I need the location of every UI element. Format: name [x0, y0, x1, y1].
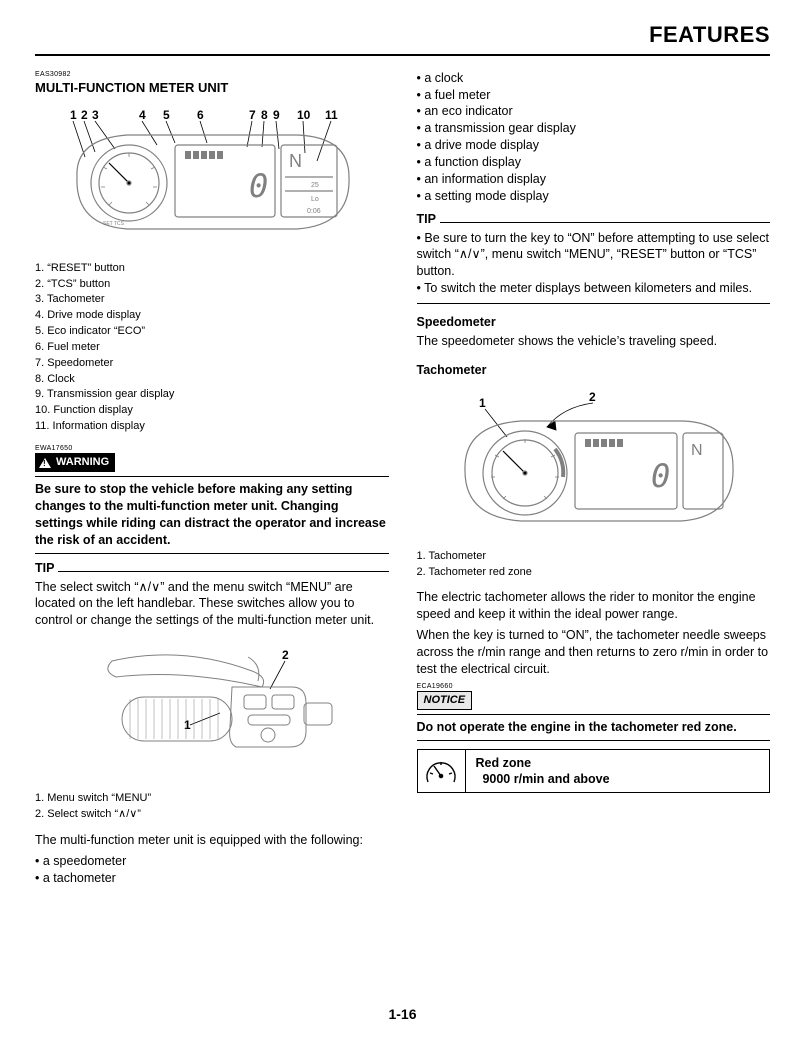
bullet-item: an eco indicator [417, 103, 771, 120]
tip-label: TIP [417, 211, 436, 228]
speedometer-heading: Speedometer [417, 314, 771, 331]
equipped-list: a speedometer a tachometer [35, 853, 389, 887]
bullet-item: a clock [417, 70, 771, 87]
rule [35, 476, 389, 477]
doc-code: ECA19660 [417, 682, 771, 691]
svg-text:11: 11 [325, 108, 338, 122]
legend-item: 3. Tachometer [35, 292, 389, 307]
bullet-item: an information display [417, 171, 771, 188]
tip-rule [58, 571, 388, 572]
doc-code: EWA17650 [35, 444, 389, 453]
svg-text:0: 0 [651, 457, 670, 495]
page-header: FEATURES [35, 20, 770, 50]
legend-item: 4. Drive mode display [35, 308, 389, 323]
meter-legend-list: 1. “RESET” button 2. “TCS” button 3. Tac… [35, 261, 389, 434]
rule [417, 714, 771, 715]
svg-text:25: 25 [311, 182, 319, 189]
svg-text:4: 4 [139, 108, 146, 122]
bullet-item: a setting mode display [417, 188, 771, 205]
svg-text:10: 10 [297, 108, 311, 122]
legend-item: 1. Menu switch “MENU” [35, 791, 389, 806]
legend-item: 5. Eco indicator “ECO” [35, 324, 389, 339]
two-column-layout: EAS30982 MULTI-FUNCTION METER UNIT 1 2 3… [35, 70, 770, 891]
tip-header: TIP [35, 560, 389, 577]
svg-text:SET TCS: SET TCS [103, 221, 125, 227]
legend-item: 6. Fuel meter [35, 340, 389, 355]
speedometer-body: The speedometer shows the vehicle’s trav… [417, 333, 771, 350]
right-column: a clock a fuel meter an eco indicator a … [417, 70, 771, 891]
svg-text:5: 5 [163, 108, 170, 122]
notice-body: Do not operate the engine in the tachome… [417, 719, 771, 736]
svg-text:6: 6 [197, 108, 204, 122]
svg-text:2: 2 [589, 390, 596, 404]
section-heading: MULTI-FUNCTION METER UNIT [35, 79, 389, 97]
bullet-item: To switch the meter displays between kil… [417, 280, 771, 297]
bullet-item: a drive mode display [417, 137, 771, 154]
tacho-body-2: When the key is turned to “ON”, the tach… [417, 627, 771, 678]
bullet-item: Be sure to turn the key to “ON” before a… [417, 230, 771, 281]
legend-item: 1. “RESET” button [35, 261, 389, 276]
tip-header: TIP [417, 211, 771, 228]
svg-text:N: N [289, 151, 302, 171]
tip-bullets: Be sure to turn the key to “ON” before a… [417, 230, 771, 298]
handlebar-figure: 1 2 [35, 633, 389, 785]
svg-text:3: 3 [92, 108, 99, 122]
tacho-body-1: The electric tachometer allows the rider… [417, 589, 771, 623]
svg-text:1: 1 [184, 718, 191, 732]
bullet-item: a speedometer [35, 853, 389, 870]
legend-item: 2. Tachometer red zone [417, 565, 771, 580]
notice-label: NOTICE [417, 691, 473, 710]
handlebar-legend: 1. Menu switch “MENU” 2. Select switch “… [35, 791, 389, 822]
svg-text:8: 8 [261, 108, 268, 122]
tip-rule [440, 222, 770, 223]
svg-text:Lo: Lo [311, 196, 319, 203]
legend-item: 7. Speedometer [35, 356, 389, 371]
svg-text:N: N [691, 442, 703, 459]
doc-code: EAS30982 [35, 70, 389, 79]
spec-text: Red zone 9000 r/min and above [466, 751, 620, 792]
meter-unit-figure: 1 2 3 4 5 6 7 8 9 10 11 [35, 103, 389, 255]
equipped-intro: The multi-function meter unit is equippe… [35, 832, 389, 849]
spec-value: 9000 r/min and above [482, 772, 609, 786]
bullet-item: a function display [417, 154, 771, 171]
svg-text:1: 1 [479, 396, 486, 410]
rule [35, 553, 389, 554]
tachometer-icon [418, 750, 466, 792]
tachometer-figure: 1 2 [417, 381, 771, 543]
red-zone-spec-box: Red zone 9000 r/min and above [417, 749, 771, 793]
svg-text:2: 2 [282, 648, 289, 662]
tip-label: TIP [35, 560, 54, 577]
rule [417, 740, 771, 741]
tacho-legend: 1. Tachometer 2. Tachometer red zone [417, 549, 771, 580]
bullet-item: a tachometer [35, 870, 389, 887]
legend-item: 9. Transmission gear display [35, 387, 389, 402]
legend-item: 10. Function display [35, 403, 389, 418]
legend-item: 1. Tachometer [417, 549, 771, 564]
svg-text:0:06: 0:06 [307, 208, 321, 215]
bullet-item: a transmission gear display [417, 120, 771, 137]
legend-item: 11. Information display [35, 419, 389, 434]
equipped-list-continued: a clock a fuel meter an eco indicator a … [417, 70, 771, 205]
left-column: EAS30982 MULTI-FUNCTION METER UNIT 1 2 3… [35, 70, 389, 891]
rule [417, 303, 771, 304]
legend-item: 2. “TCS” button [35, 277, 389, 292]
legend-item: 8. Clock [35, 372, 389, 387]
svg-text:7: 7 [249, 108, 256, 122]
svg-text:0: 0 [249, 167, 268, 205]
warning-triangle-icon [39, 458, 51, 468]
warning-text: WARNING [56, 455, 109, 470]
legend-item: 2. Select switch “∧/∨” [35, 807, 389, 822]
callout-1: 1 [70, 108, 77, 122]
warning-body: Be sure to stop the vehicle before makin… [35, 481, 389, 549]
header-rule [35, 54, 770, 56]
page-number: 1-16 [0, 1005, 805, 1024]
spec-label: Red zone [476, 756, 532, 770]
warning-label: WARNING [35, 453, 115, 472]
svg-text:9: 9 [273, 108, 280, 122]
bullet-item: a fuel meter [417, 87, 771, 104]
tip-body: The select switch “∧/∨” and the menu swi… [35, 579, 389, 630]
tachometer-heading: Tachometer [417, 362, 771, 379]
svg-text:2: 2 [81, 108, 88, 122]
